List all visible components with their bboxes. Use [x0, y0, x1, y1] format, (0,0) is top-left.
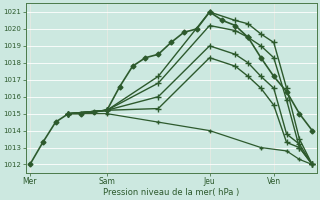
X-axis label: Pression niveau de la mer( hPa ): Pression niveau de la mer( hPa ): [103, 188, 239, 197]
